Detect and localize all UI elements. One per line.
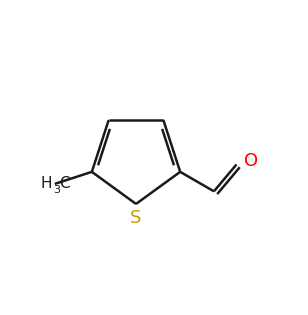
Text: H: H (40, 176, 52, 192)
Text: C: C (59, 176, 70, 192)
Text: 3: 3 (53, 186, 60, 196)
Text: O: O (244, 152, 258, 170)
Text: S: S (130, 209, 142, 227)
